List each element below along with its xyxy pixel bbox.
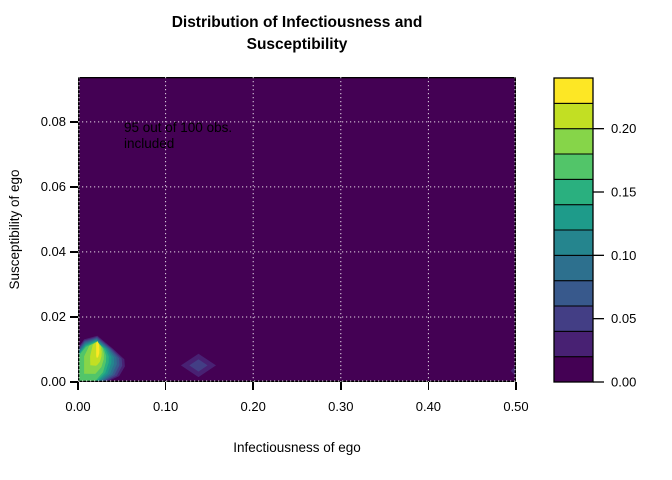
x-tick-label: 0.20 (240, 399, 266, 414)
x-tick (340, 382, 342, 390)
y-tick (69, 251, 78, 253)
x-tick-label: 0.00 (65, 399, 91, 414)
legend-swatch-11 (553, 77, 594, 104)
x-tick-label: 0.30 (328, 399, 354, 414)
y-tick (69, 186, 78, 188)
legend-swatch-5 (553, 229, 594, 256)
legend-swatch-3 (553, 280, 594, 307)
color-legend: 0.00 0.05 0.10 0.15 0.20 (553, 77, 636, 388)
legend-swatch-9 (553, 128, 594, 155)
legend-swatch-1 (553, 330, 594, 358)
legend-swatch-7 (553, 178, 594, 206)
legend-tick-label: 0.10 (611, 248, 636, 263)
x-tick (77, 382, 79, 390)
y-tick-label: 0.04 (40, 243, 66, 259)
y-tick (69, 381, 78, 383)
plot-background (78, 77, 516, 382)
secondary-peak-level-2 (189, 359, 208, 372)
legend-swatch-0 (553, 356, 594, 383)
legend-tick-label: 0.20 (611, 121, 636, 136)
x-tick (252, 382, 254, 390)
legend-swatch-4 (553, 254, 594, 282)
legend-tick-label: 0.05 (611, 311, 636, 326)
main-density-peak-level-11 (96, 341, 100, 358)
y-axis-title: Susceptibility of ego (7, 169, 22, 290)
legend-swatch-10 (553, 102, 594, 130)
chart-title-line1: Distribution of Infectiousness and (171, 14, 423, 31)
y-tick-label: 0.00 (40, 374, 66, 389)
legend-tick-label: 0.15 (611, 185, 636, 200)
annotation-obs-included: 95 out of 100 obs. included (124, 120, 232, 151)
legend-swatch-2 (553, 305, 594, 332)
legend-swatch-6 (553, 204, 594, 231)
legend-border (553, 77, 594, 383)
y-tick-label: 0.02 (40, 308, 66, 324)
chart-title: Distribution of Infectiousness and Susce… (78, 12, 516, 55)
y-tick (69, 121, 78, 123)
x-tick (427, 382, 430, 390)
x-tick-label: 0.10 (152, 399, 179, 414)
chart-title-line2: Susceptibility (246, 35, 348, 53)
y-tick-label: 0.08 (40, 113, 66, 129)
legend-tick-label: 0.00 (611, 375, 636, 388)
y-tick (69, 316, 78, 318)
y-tick-label: 0.06 (40, 178, 66, 194)
x-axis-title: Infectiousness of ego (233, 440, 361, 455)
annotation-line1: 95 out of 100 obs. (124, 120, 233, 135)
legend-swatch-8 (553, 153, 594, 180)
x-tick-label: 0.50 (503, 399, 529, 414)
annotation-line2: included (124, 135, 175, 151)
x-tick-label: 0.40 (415, 399, 442, 414)
contour-plot (78, 77, 516, 382)
x-tick (515, 382, 517, 390)
x-tick (164, 382, 167, 390)
